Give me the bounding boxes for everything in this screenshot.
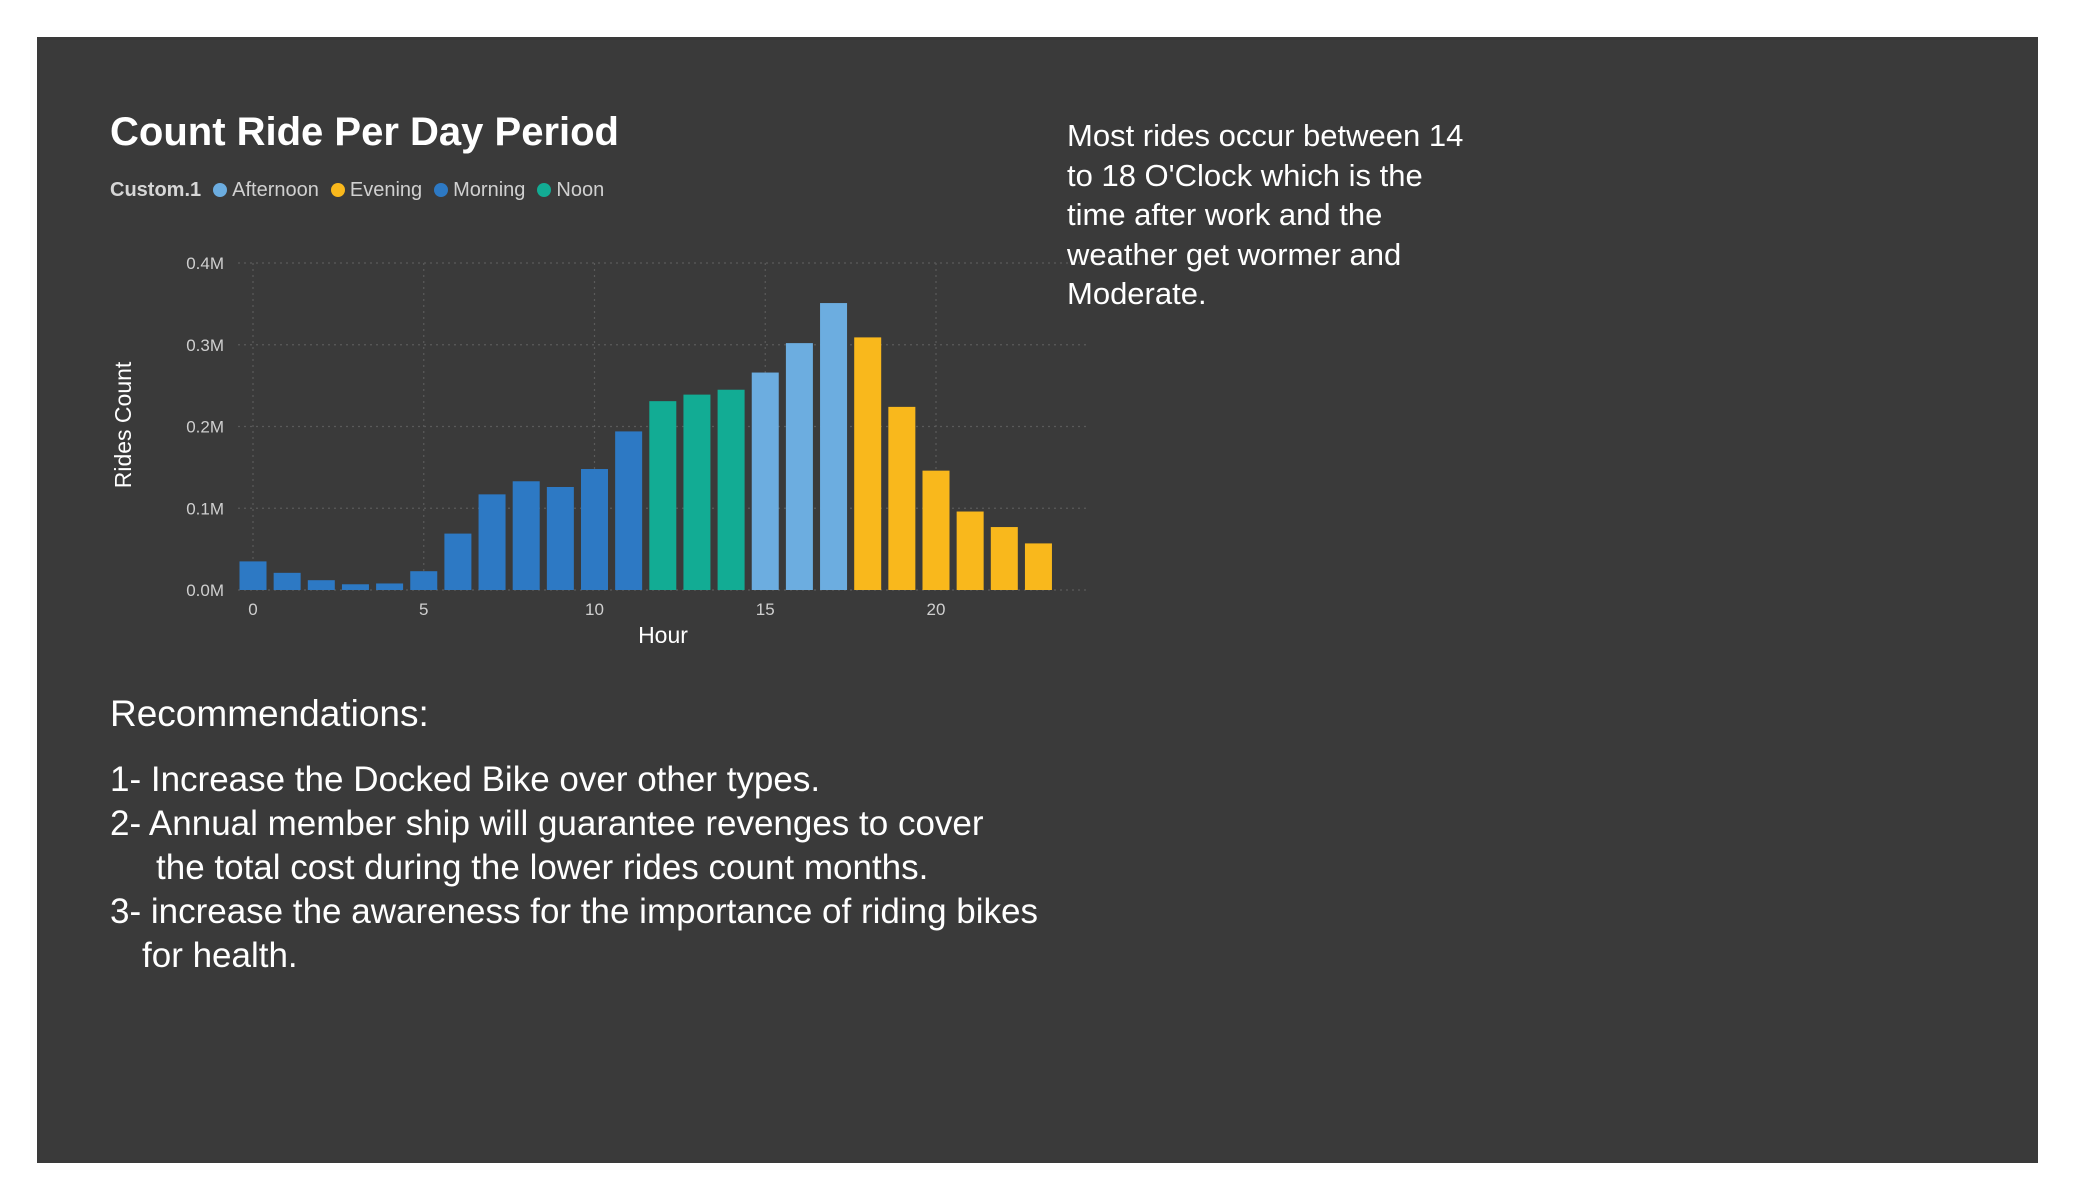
bar-hour-6[interactable] [444, 533, 472, 590]
recommendation-item-2: 2- Annual member ship will guarantee rev… [110, 802, 1038, 890]
bar-hour-12[interactable] [649, 401, 677, 590]
legend-dot-morning [434, 183, 449, 197]
slide-background [37, 37, 2038, 1163]
legend-dot-noon [537, 183, 552, 197]
recommendation-3-text: 3- increase the awareness for the import… [110, 892, 1038, 931]
bar-hour-7[interactable] [478, 494, 506, 590]
x-tick-label: 15 [756, 600, 775, 619]
bar-chart: 0.0M 0.1M 0.2M 0.3M 0.4M 0 5 10 15 20 Hour Rides… [110, 254, 1090, 648]
recommendations-list: 1- Increase the Docked Bike over other t… [110, 758, 1038, 978]
bar-hour-15[interactable] [751, 372, 779, 590]
y-axis-ticks: 0.0M 0.1M 0.2M 0.3M 0.4M [186, 254, 224, 600]
bar-hour-14[interactable] [717, 389, 745, 590]
chart-title: Count Ride Per Day Period [110, 110, 619, 154]
bars [239, 303, 1052, 590]
x-axis-ticks: 0 5 10 15 20 [248, 600, 945, 619]
x-tick-label: 0 [248, 600, 257, 619]
bar-hour-8[interactable] [512, 481, 540, 590]
legend-label-morning: Morning [453, 178, 526, 201]
bar-hour-13[interactable] [683, 394, 711, 590]
bar-hour-23[interactable] [1024, 543, 1052, 590]
recommendation-item-3: 3- increase the awareness for the import… [110, 890, 1038, 978]
bar-hour-22[interactable] [990, 527, 1018, 590]
recommendation-2-text: 2- Annual member ship will guarantee rev… [110, 804, 984, 843]
x-axis-title: Hour [638, 622, 688, 648]
y-tick-label: 0.4M [186, 254, 224, 273]
legend-item-evening[interactable]: Evening [330, 178, 423, 202]
x-tick-label: 10 [585, 600, 604, 619]
legend-item-noon[interactable]: Noon [537, 179, 604, 202]
bar-hour-2[interactable] [307, 580, 335, 590]
bar-hour-1[interactable] [273, 572, 301, 590]
legend-label-noon: Noon [556, 178, 605, 201]
bar-hour-16[interactable] [785, 343, 813, 590]
bar-hour-3[interactable] [341, 584, 369, 590]
bar-hour-9[interactable] [546, 486, 574, 590]
y-tick-label: 0.2M [186, 418, 224, 437]
bar-hour-20[interactable] [922, 470, 950, 590]
legend-label-evening: Evening [349, 178, 423, 201]
bar-hour-10[interactable] [581, 469, 608, 590]
bar-hour-17[interactable] [820, 303, 848, 590]
bar-hour-21[interactable] [956, 511, 984, 590]
bar-hour-5[interactable] [410, 571, 438, 590]
bar-hour-11[interactable] [615, 431, 643, 590]
chart-legend: Custom.1 Afternoon Evening Morning Noon [110, 175, 616, 205]
recommendation-item-1: 1- Increase the Docked Bike over other t… [110, 758, 1038, 802]
x-tick-label: 5 [419, 600, 428, 619]
legend-dot-evening [330, 183, 345, 197]
y-tick-label: 0.3M [186, 336, 224, 355]
recommendation-1-text: 1- Increase the Docked Bike over other t… [110, 760, 821, 799]
bar-hour-4[interactable] [376, 583, 404, 590]
bar-hour-19[interactable] [888, 406, 916, 590]
x-tick-label: 20 [927, 600, 946, 619]
legend-item-morning[interactable]: Morning [434, 179, 525, 202]
y-tick-label: 0.1M [186, 499, 224, 518]
bar-hour-18[interactable] [854, 337, 882, 590]
legend-label-afternoon: Afternoon [232, 178, 319, 201]
y-tick-label: 0.0M [186, 581, 224, 600]
recommendation-2-continuation: the total cost during the lower rides co… [156, 848, 929, 887]
insight-text: Most rides occur between 14 to 18 O'Cloc… [1067, 118, 1464, 311]
recommendations-heading: Recommendations: [110, 693, 429, 734]
recommendation-3-continuation: for health. [142, 936, 298, 975]
bar-hour-0[interactable] [239, 561, 267, 590]
legend-title: Custom.1 [110, 178, 202, 201]
legend-dot-afternoon [213, 183, 228, 197]
legend-item-afternoon[interactable]: Afternoon [213, 179, 319, 202]
y-axis-title: Rides Count [110, 361, 136, 488]
